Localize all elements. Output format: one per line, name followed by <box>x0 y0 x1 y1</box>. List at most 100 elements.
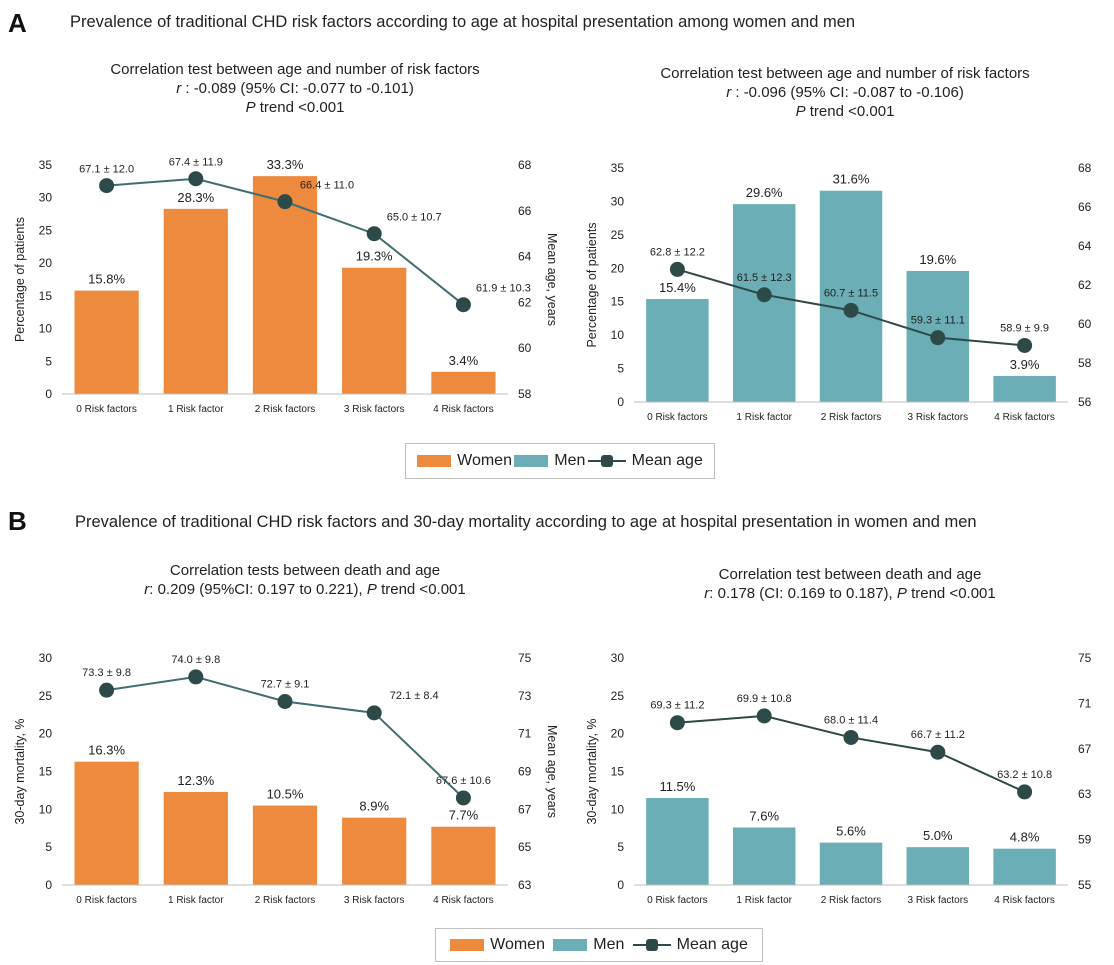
mean-age-line <box>677 714 1026 793</box>
y2-tick-label: 55 <box>1078 878 1092 892</box>
mean-age-point <box>843 302 859 318</box>
y2-axis-title: Mean age, years <box>545 233 559 326</box>
y2-tick-label: 62 <box>518 295 532 309</box>
panel-b-title: Prevalence of traditional CHD risk facto… <box>75 513 977 531</box>
panel-a-title: Prevalence of traditional CHD risk facto… <box>70 13 856 31</box>
bar <box>252 805 318 885</box>
y-tick-label: 25 <box>611 228 625 242</box>
y2-tick-label: 62 <box>1078 278 1092 292</box>
women-swatch-icon <box>417 455 452 467</box>
correlation-line-3: P trend <0.001 <box>580 102 1110 121</box>
x-tick-label: 0 Risk factors <box>76 404 137 415</box>
legend-item-mean-age: Mean age <box>587 452 703 470</box>
mean-age-point <box>756 708 772 724</box>
mean-age-point <box>188 171 204 187</box>
bar <box>646 299 709 402</box>
r-symbol: r <box>704 585 710 602</box>
y2-tick-label: 56 <box>1078 395 1092 409</box>
x-tick-label: 2 Risk factors <box>821 412 882 423</box>
y-tick-label: 20 <box>39 256 53 270</box>
legend-label-men: Men <box>593 936 625 953</box>
correlation-line-3: P trend <0.001 <box>30 98 560 117</box>
men-swatch-icon <box>514 455 549 467</box>
y2-tick-label: 67 <box>518 802 532 816</box>
bar-data-label: 19.6% <box>919 252 956 267</box>
y-tick-label: 20 <box>39 727 53 741</box>
y2-tick-label: 59 <box>1078 833 1092 847</box>
mean-age-data-label: 68.0 ± 11.4 <box>824 714 878 726</box>
correlation-line-2: r : -0.089 (95% CI: -0.077 to -0.101) <box>30 79 560 98</box>
y-tick-label: 0 <box>45 387 52 401</box>
y-tick-label: 25 <box>39 689 53 703</box>
bar-data-label: 11.5% <box>659 779 695 794</box>
legend-label-mean-age: Mean age <box>631 452 703 469</box>
x-tick-label: 1 Risk factor <box>736 895 792 906</box>
bar <box>342 817 407 885</box>
mean-age-data-label: 61.9 ± 10.3 <box>476 283 531 295</box>
y-tick-label: 10 <box>39 322 53 336</box>
x-tick-label: 3 Risk factors <box>344 895 405 906</box>
legend-label-women: Women <box>490 936 545 953</box>
x-tick-label: 0 Risk factors <box>76 895 137 906</box>
legend-a: Women Men Mean age <box>405 443 715 479</box>
panel-b-women-correlation: Correlation tests between death and age … <box>30 561 580 599</box>
mean-age-data-label: 65.0 ± 10.7 <box>387 212 442 224</box>
y2-tick-label: 65 <box>518 840 532 854</box>
x-tick-label: 4 Risk factors <box>994 895 1055 906</box>
x-tick-label: 0 Risk factors <box>647 412 708 423</box>
x-tick-label: 3 Risk factors <box>908 412 969 423</box>
mean-age-data-label: 72.1 ± 8.4 <box>390 690 439 702</box>
mean-age-data-label: 61.5 ± 12.3 <box>737 272 792 284</box>
x-tick-label: 4 Risk factors <box>994 412 1055 423</box>
p-symbol: P <box>896 585 907 602</box>
mean-age-data-label: 59.3 ± 11.1 <box>911 315 965 327</box>
y-tick-label: 0 <box>617 878 624 892</box>
panel-b-letter: B <box>8 506 27 536</box>
mean-age-point <box>277 194 293 210</box>
y-tick-label: 20 <box>611 727 625 741</box>
y-tick-label: 35 <box>611 161 625 175</box>
y2-tick-label: 68 <box>518 158 532 172</box>
bar-data-label: 3.4% <box>449 353 479 368</box>
legend-label-women: Women <box>457 452 512 469</box>
legend-item-women: Women <box>450 936 545 954</box>
y-tick-label: 5 <box>617 362 624 376</box>
y2-tick-label: 64 <box>518 250 532 264</box>
mean-age-data-label: 67.4 ± 11.9 <box>169 157 223 169</box>
mean-age-point <box>669 261 685 277</box>
r-value: : 0.209 (95%CI: 0.197 to 0.221), <box>149 581 367 598</box>
correlation-line-2: r: 0.178 (CI: 0.169 to 0.187), P trend <… <box>590 584 1110 603</box>
mean-age-data-label: 67.1 ± 12.0 <box>79 164 134 176</box>
bar-data-label: 12.3% <box>177 773 214 788</box>
mean-age-point <box>1017 784 1033 800</box>
y-tick-label: 30 <box>611 651 625 665</box>
y2-tick-label: 67 <box>1078 742 1092 756</box>
bar <box>993 375 1056 402</box>
bar <box>431 826 496 885</box>
mean-age-point <box>1017 337 1033 353</box>
mean-age-point <box>366 705 382 721</box>
x-tick-label: 0 Risk factors <box>647 895 708 906</box>
bar <box>732 827 796 885</box>
women-swatch-icon <box>450 939 485 951</box>
y-tick-label: 20 <box>611 261 625 275</box>
p-value: trend <0.001 <box>255 99 345 116</box>
r-symbol: r <box>726 84 732 101</box>
bar-data-label: 15.4% <box>659 280 696 295</box>
y2-tick-label: 71 <box>1078 696 1092 710</box>
bar <box>819 842 883 885</box>
mean-age-data-label: 73.3 ± 9.8 <box>82 667 131 679</box>
bar-data-label: 7.7% <box>449 808 479 823</box>
mean-age-point <box>99 682 115 698</box>
mean-age-data-label: 62.8 ± 12.2 <box>650 246 705 258</box>
bar <box>732 204 796 402</box>
p-symbol: P <box>795 103 806 120</box>
chart-b-women: 0 5 10 15 20 25 30 63 65 67 69 71 73 75 30-day mortali… <box>13 651 559 906</box>
y-tick-label: 5 <box>45 840 52 854</box>
bar-data-label: 5.6% <box>836 824 866 839</box>
y-axis-title: 30-day mortality, % <box>585 718 599 824</box>
bar-data-label: 33.3% <box>267 157 304 172</box>
panel-a-women-correlation: Correlation test between age and number … <box>30 60 560 117</box>
y2-axis-title: Mean age, years <box>545 725 559 818</box>
x-tick-label: 2 Risk factors <box>255 404 316 415</box>
